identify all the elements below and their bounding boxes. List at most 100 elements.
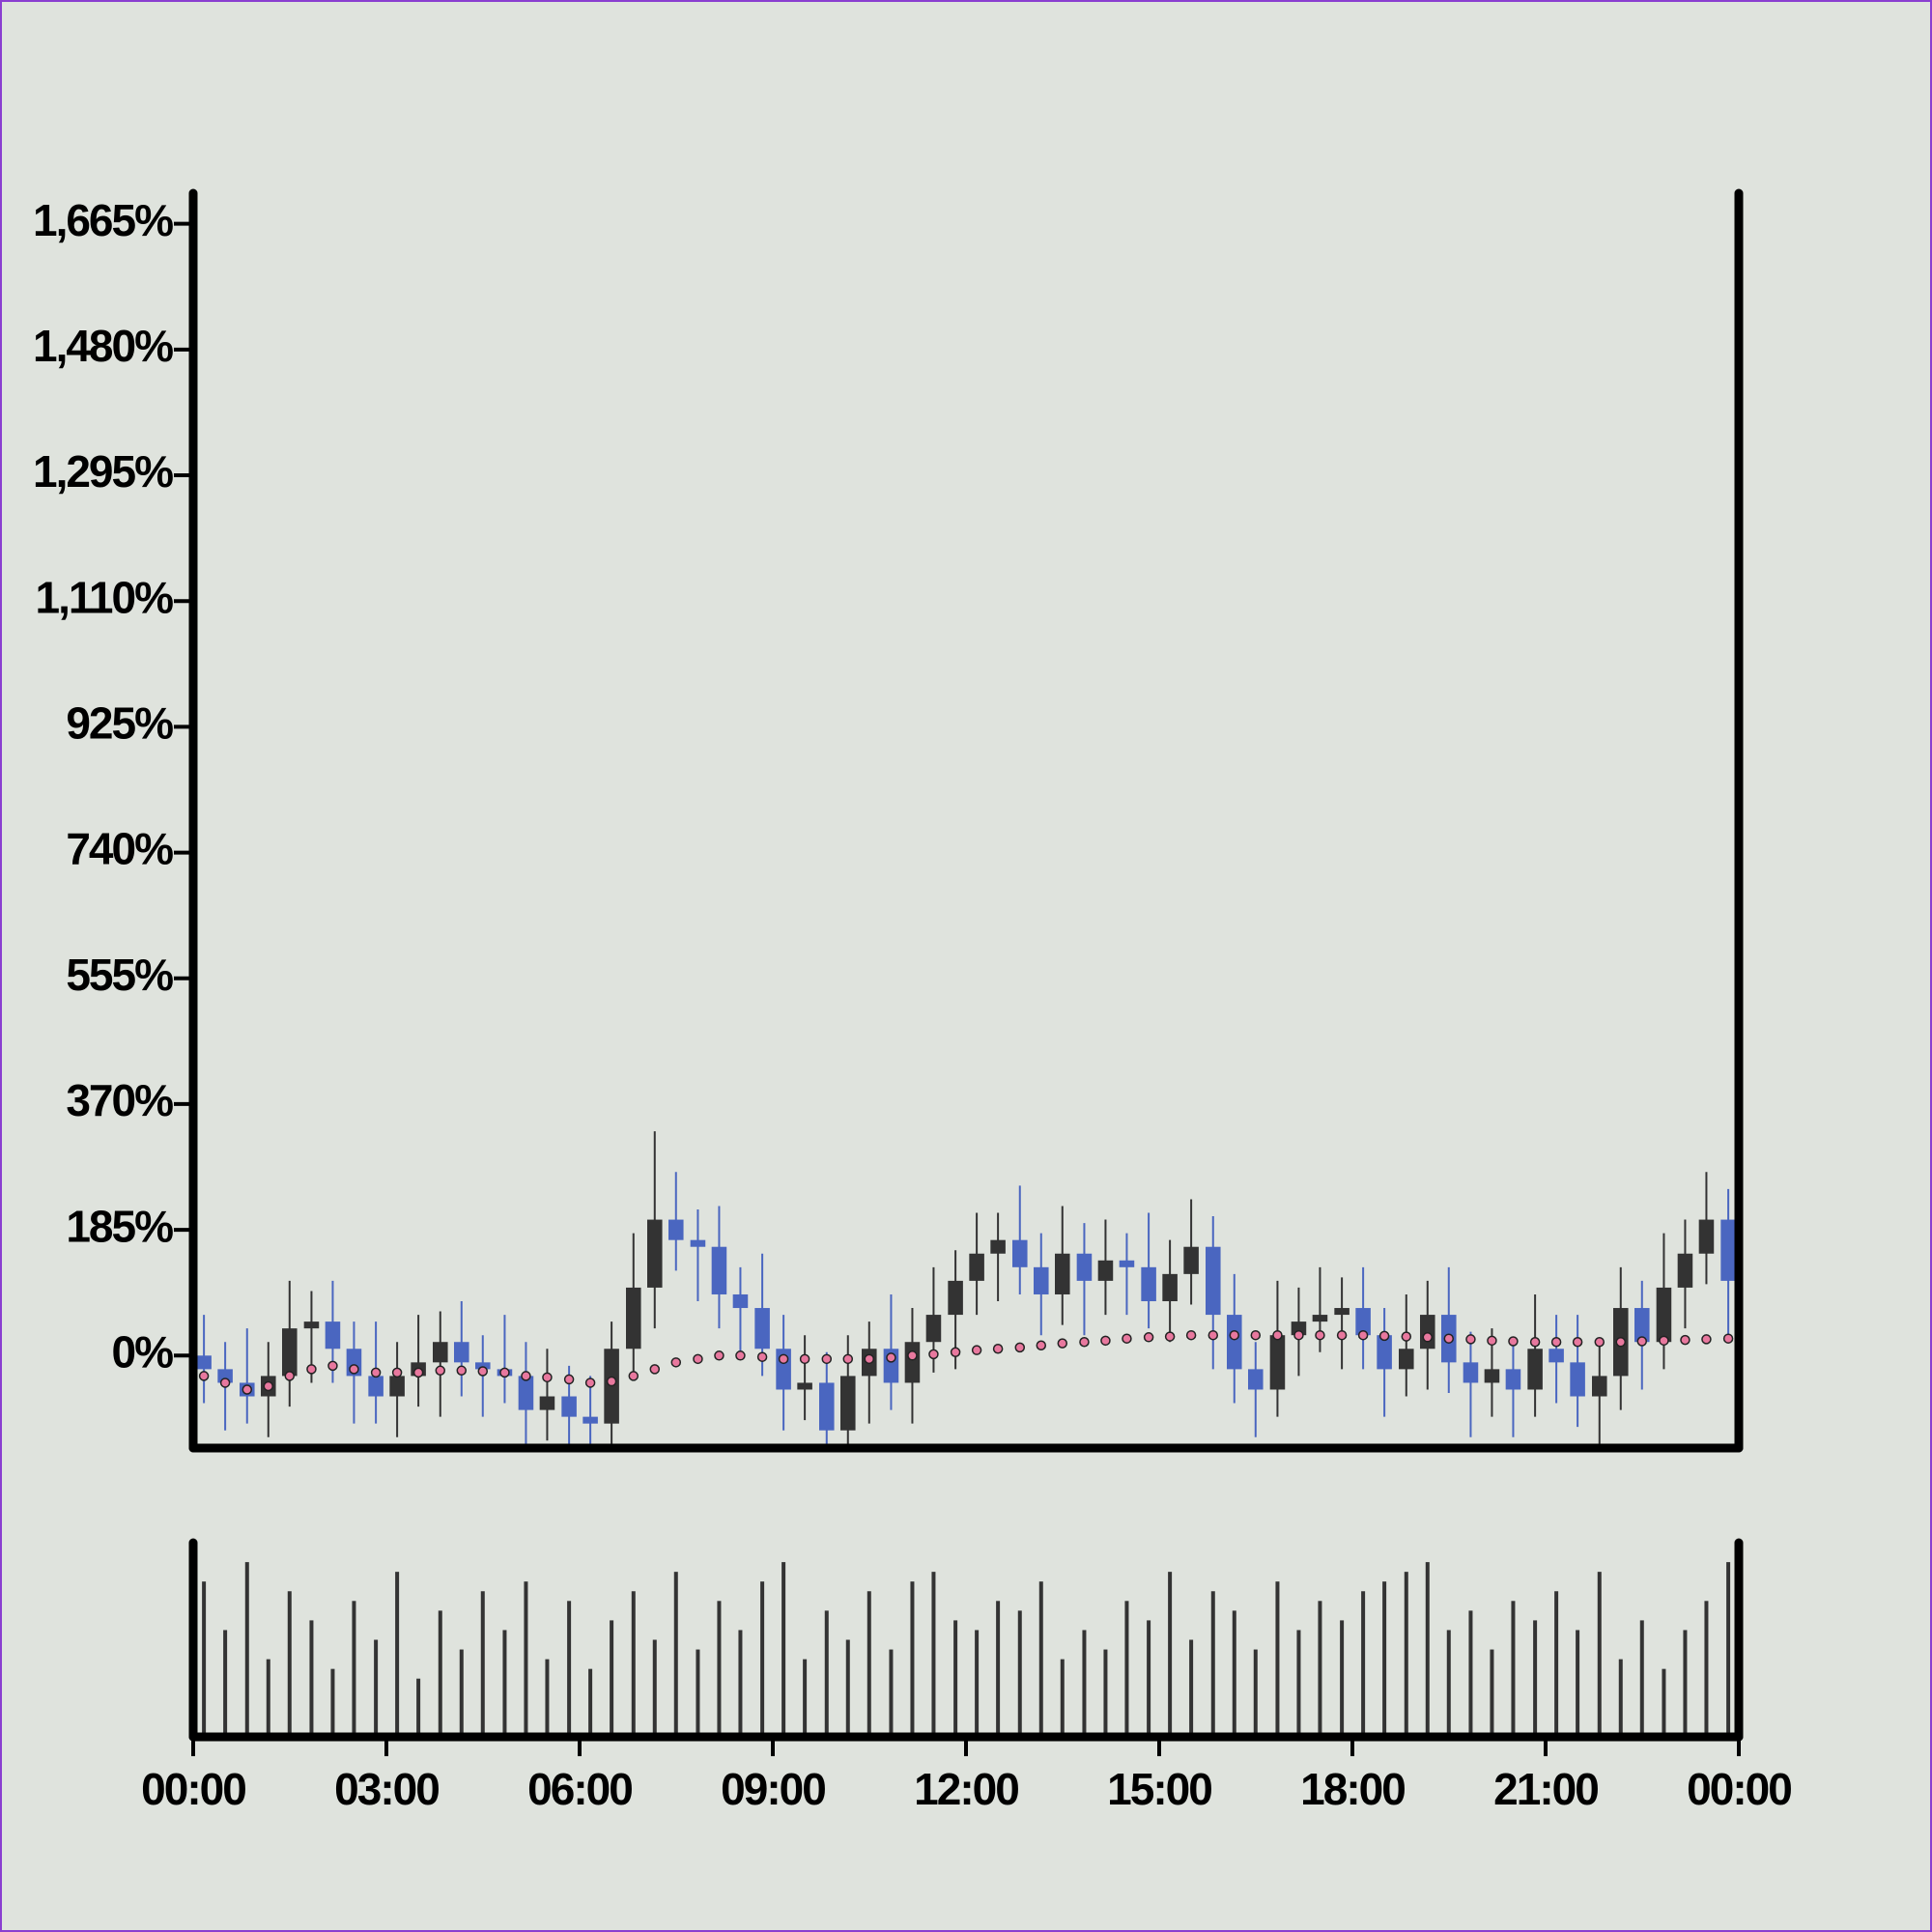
y-tick-label: 1,480% bbox=[33, 321, 173, 371]
x-tick-label: 00:00 bbox=[1687, 1764, 1791, 1814]
candle-body bbox=[1183, 1246, 1199, 1274]
candle-body bbox=[1034, 1266, 1049, 1294]
moving-average-dot bbox=[1229, 1329, 1240, 1341]
volume-bar bbox=[1597, 1572, 1602, 1737]
volume-bar bbox=[1340, 1620, 1345, 1737]
volume-bar bbox=[1404, 1572, 1408, 1737]
moving-average-dot bbox=[477, 1366, 489, 1377]
candle-body bbox=[1720, 1219, 1736, 1281]
moving-average-dot bbox=[886, 1352, 896, 1363]
moving-average-dot bbox=[821, 1353, 833, 1365]
volume-bar bbox=[1533, 1620, 1538, 1737]
candle-body bbox=[1399, 1349, 1414, 1370]
volume-bar bbox=[696, 1649, 700, 1737]
candle-body bbox=[969, 1253, 984, 1281]
volume-bar bbox=[1189, 1639, 1194, 1737]
moving-average-dot bbox=[735, 1350, 746, 1361]
volume-bar bbox=[1425, 1562, 1430, 1737]
candle-body bbox=[711, 1246, 727, 1294]
moving-average-dot bbox=[521, 1371, 531, 1381]
candle-body bbox=[454, 1342, 469, 1363]
moving-average-dot bbox=[1636, 1336, 1648, 1347]
moving-average-dot bbox=[284, 1371, 296, 1381]
candle-body bbox=[1269, 1335, 1286, 1390]
moving-average-dot bbox=[327, 1360, 338, 1372]
volume-bar bbox=[1147, 1620, 1151, 1737]
moving-average-dot bbox=[1143, 1332, 1154, 1343]
volume-bar bbox=[1124, 1601, 1129, 1737]
volume-bar bbox=[1446, 1630, 1451, 1737]
volume-bar bbox=[416, 1678, 421, 1737]
candle-body bbox=[475, 1362, 491, 1370]
candle-body bbox=[690, 1239, 706, 1247]
x-tick-label: 09:00 bbox=[721, 1764, 825, 1814]
volume-bar bbox=[352, 1601, 356, 1737]
volume-bar bbox=[330, 1668, 335, 1737]
moving-average-dot bbox=[799, 1353, 810, 1365]
volume-bar bbox=[1726, 1562, 1731, 1737]
moving-average-dot bbox=[907, 1350, 918, 1361]
volume-bar bbox=[1253, 1649, 1258, 1737]
moving-average-dot bbox=[1701, 1334, 1712, 1345]
moving-average-dot bbox=[606, 1376, 617, 1387]
x-tick-label: 21:00 bbox=[1493, 1764, 1598, 1814]
moving-average-dot bbox=[1722, 1333, 1734, 1344]
volume-bar bbox=[1103, 1649, 1108, 1737]
volume-bar bbox=[1017, 1610, 1022, 1737]
volume-bar bbox=[803, 1659, 808, 1737]
volume-bar bbox=[1576, 1630, 1580, 1737]
volume-bar bbox=[610, 1620, 614, 1737]
candle-body bbox=[925, 1315, 942, 1343]
moving-average-dot bbox=[1594, 1336, 1605, 1348]
candle-body bbox=[647, 1219, 663, 1288]
volume-bar bbox=[1232, 1610, 1236, 1737]
volume-bar bbox=[867, 1591, 871, 1737]
volume-bar bbox=[1511, 1601, 1516, 1737]
moving-average-dot bbox=[1529, 1336, 1541, 1348]
y-tick-label: 555% bbox=[66, 950, 173, 1000]
moving-average-dot bbox=[670, 1357, 682, 1368]
volume-bar bbox=[1082, 1630, 1087, 1737]
moving-average-dot bbox=[1057, 1338, 1068, 1349]
volume-bar bbox=[1382, 1581, 1387, 1737]
volume-bar bbox=[1554, 1591, 1559, 1737]
candle-body bbox=[904, 1342, 921, 1383]
candle-body bbox=[1334, 1308, 1350, 1316]
candle-body bbox=[1119, 1260, 1135, 1267]
moving-average-dot bbox=[950, 1347, 961, 1358]
volume-bar bbox=[567, 1601, 572, 1737]
volume-bar bbox=[845, 1639, 850, 1737]
moving-average-dot bbox=[1164, 1331, 1176, 1342]
volume-bar bbox=[1038, 1581, 1043, 1737]
x-tick-label: 03:00 bbox=[334, 1764, 439, 1814]
moving-average-dot bbox=[1659, 1335, 1669, 1347]
moving-average-dot bbox=[1293, 1329, 1304, 1341]
moving-average-dot bbox=[992, 1344, 1004, 1354]
candle-body bbox=[1677, 1253, 1693, 1288]
volume-bar bbox=[244, 1562, 249, 1737]
volume-bar bbox=[309, 1620, 314, 1737]
moving-average-dot bbox=[1100, 1335, 1111, 1347]
moving-average-dot bbox=[1079, 1336, 1090, 1348]
moving-average-dot bbox=[1550, 1336, 1562, 1348]
volume-bar bbox=[1618, 1659, 1623, 1737]
volume-bar bbox=[824, 1610, 829, 1737]
candle-body bbox=[626, 1287, 641, 1350]
volume-bar bbox=[374, 1639, 379, 1737]
axes: 0% 185% 370% 555% 740% 925% 1,110% 1,295% 1,480%… bbox=[33, 188, 1793, 1814]
candle-body bbox=[1463, 1362, 1479, 1383]
candle-body bbox=[303, 1321, 320, 1329]
candle-body bbox=[1570, 1362, 1585, 1397]
moving-average-dot bbox=[628, 1371, 639, 1381]
candle-body bbox=[1141, 1266, 1156, 1302]
candle-body bbox=[1012, 1239, 1028, 1267]
candle-body bbox=[561, 1396, 577, 1417]
moving-average-dot bbox=[198, 1371, 210, 1381]
y-tick-label: 1,665% bbox=[33, 195, 173, 245]
volume-bar bbox=[1704, 1601, 1709, 1737]
y-tick-label: 185% bbox=[66, 1201, 173, 1251]
volume-bar bbox=[673, 1572, 678, 1737]
volume-bar bbox=[996, 1601, 1001, 1737]
